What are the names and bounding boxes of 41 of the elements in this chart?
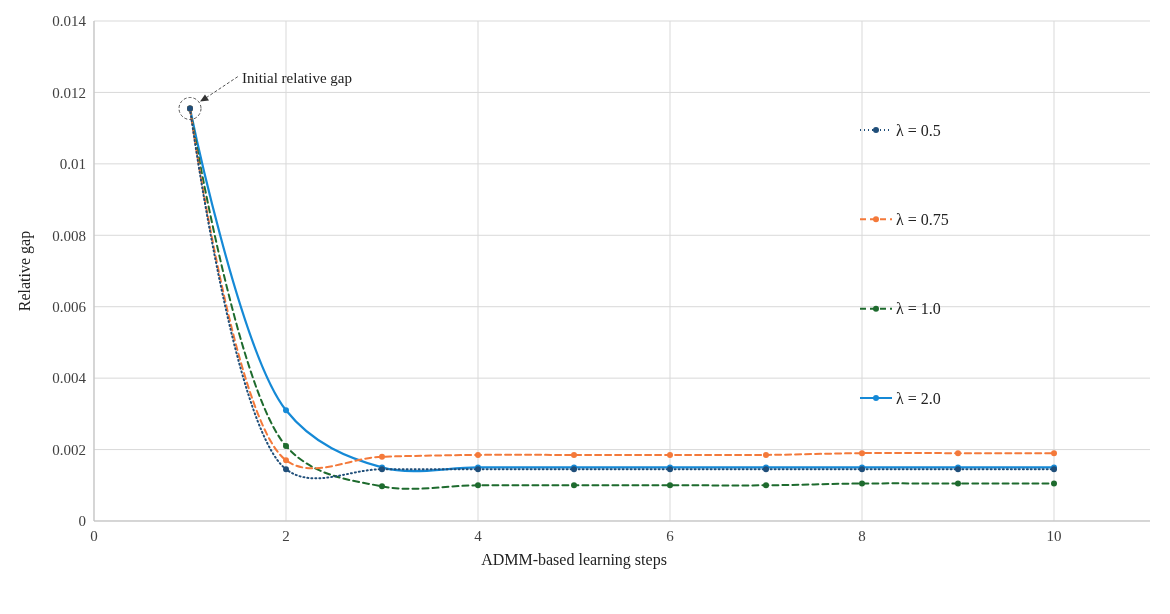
x-tick-label: 4 — [474, 528, 483, 544]
legend-label: λ = 1.0 — [896, 300, 941, 318]
point — [283, 457, 289, 464]
x-axis-title: ADMM-based learning steps — [481, 551, 667, 569]
point — [475, 451, 481, 458]
point — [763, 451, 769, 458]
point — [571, 451, 577, 458]
point — [955, 480, 961, 487]
point — [283, 443, 289, 449]
y-axis-title: Relative gap — [16, 230, 34, 312]
point — [475, 482, 481, 489]
x-tick-label: 8 — [858, 528, 866, 544]
y-tick-label: 0.002 — [52, 441, 86, 458]
legend-label: λ = 0.5 — [896, 121, 941, 139]
point — [859, 480, 865, 487]
point — [955, 450, 961, 457]
point — [283, 407, 289, 414]
y-tick-label: 0.006 — [52, 298, 87, 315]
point — [667, 451, 673, 458]
annotation: Initial relative gap — [242, 69, 352, 86]
x-tick-label: 10 — [1046, 528, 1062, 544]
x-tick-label: 2 — [282, 528, 290, 544]
point — [667, 482, 673, 489]
point — [1051, 480, 1057, 487]
point — [1051, 450, 1057, 457]
point — [571, 482, 577, 489]
point — [283, 466, 289, 473]
point — [859, 450, 865, 457]
y-tick-label: 0 — [78, 513, 86, 530]
y-tick-label: 0.012 — [52, 84, 86, 101]
y-tick-label: 0.01 — [59, 156, 86, 173]
point — [379, 453, 385, 460]
y-tick-label: 0.008 — [52, 227, 86, 244]
legend-label: λ = 0.75 — [896, 210, 949, 228]
x-tick-label: 6 — [666, 528, 675, 544]
y-tick-label: 0.004 — [52, 370, 87, 387]
y-tick-label: 0.014 — [52, 13, 87, 30]
legend-label: λ = 2.0 — [896, 389, 941, 407]
point — [379, 483, 385, 490]
point — [763, 482, 769, 489]
x-tick-label: 0 — [90, 528, 98, 544]
